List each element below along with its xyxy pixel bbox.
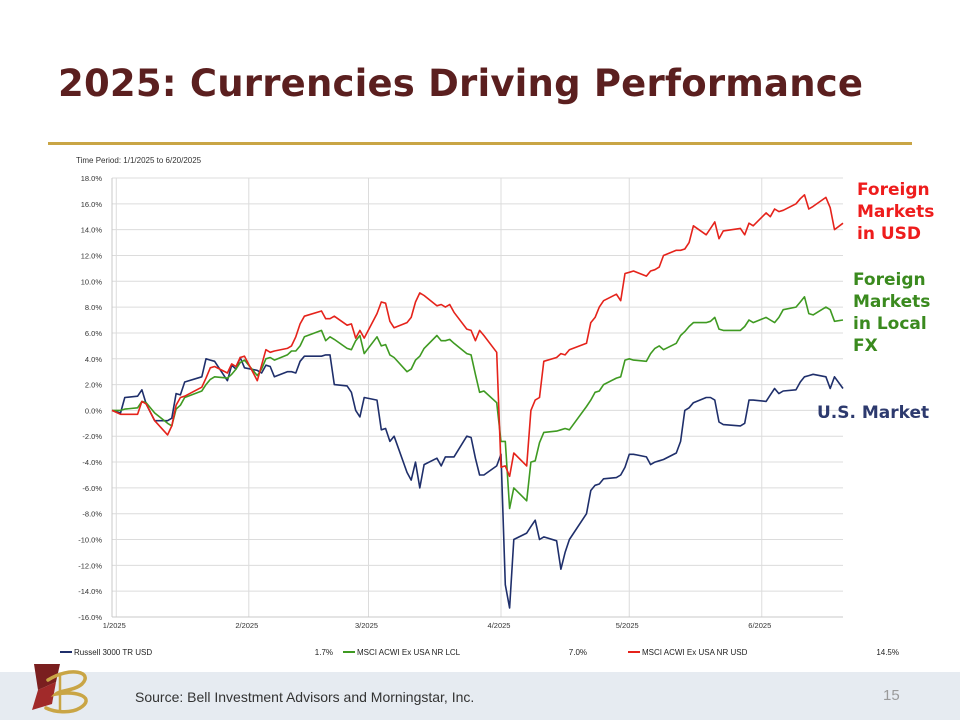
source-note: Source: Bell Investment Advisors and Mor… [135,689,475,705]
series-lines [111,194,844,609]
x-axis-labels: 1/2025 2/2025 3/2025 4/2025 5/2025 6/2025 [103,621,771,630]
gridlines [111,177,843,618]
legend-series-value: 1.7% [315,648,333,657]
callout-foreign-local-fx: Foreign Markets in Local FX [853,269,930,357]
bell-logo-icon [32,664,88,714]
x-tick-label: 2/2025 [235,621,258,630]
y-tick-label: 14.0% [81,226,103,235]
callout-us-market: U.S. Market [817,402,929,424]
y-tick-label: 0.0% [85,406,102,415]
chart-background [48,148,912,666]
x-tick-label: 4/2025 [488,621,511,630]
y-tick-label: -10.0% [78,536,102,545]
callout-line: U.S. Market [817,403,930,423]
y-tick-label: 16.0% [81,200,103,209]
slide-title: 2025: Currencies Driving Performance [58,62,864,105]
callout-line: Foreign [857,180,930,200]
title-underline [48,142,912,145]
legend-series-name: MSCI ACWI Ex USA NR USD [642,648,748,657]
y-tick-label: 12.0% [81,251,103,260]
y-tick-label: -4.0% [82,458,102,467]
y-tick-label: -16.0% [78,613,102,622]
x-tick-label: 3/2025 [355,621,378,630]
footer-bar [0,672,960,720]
y-tick-label: 2.0% [85,381,102,390]
callout-line: Markets [853,292,931,312]
y-tick-label: 8.0% [85,303,102,312]
page-number: 15 [883,687,900,704]
y-tick-label: -6.0% [82,484,102,493]
legend-series-value: 7.0% [569,648,587,657]
series-line-2 [111,194,844,478]
legend: Russell 3000 TR USD 1.7% MSCI ACWI Ex USA … [60,648,899,657]
y-tick-label: 10.0% [81,277,103,286]
legend-series-value: 14.5% [876,648,899,657]
callout-line: Foreign [853,270,926,290]
y-tick-label: 18.0% [81,174,103,183]
callout-line: FX [853,336,878,356]
x-tick-label: 5/2025 [616,621,639,630]
series-line-1 [112,295,844,510]
y-axis-labels: 18.0% 16.0% 14.0% 12.0% 10.0% 8.0% 6.0% 4.0% 2.0… [78,174,102,622]
callout-line: in Local [853,314,927,334]
callout-foreign-usd: Foreign Markets in USD [857,179,934,245]
y-tick-label: -14.0% [78,587,102,596]
y-tick-label: 4.0% [85,355,102,364]
y-tick-label: -12.0% [78,561,102,570]
time-period-label: Time Period: 1/1/2025 to 6/20/2025 [76,156,202,165]
y-tick-label: 6.0% [85,329,102,338]
x-tick-label: 6/2025 [748,621,771,630]
callout-line: Markets [857,202,935,222]
y-tick-label: -2.0% [82,432,102,441]
callout-line: in USD [857,224,922,244]
legend-series-name: Russell 3000 TR USD [74,648,152,657]
x-tick-label: 1/2025 [103,621,126,630]
legend-series-name: MSCI ACWI Ex USA NR LCL [357,648,461,657]
y-tick-label: -8.0% [82,510,102,519]
